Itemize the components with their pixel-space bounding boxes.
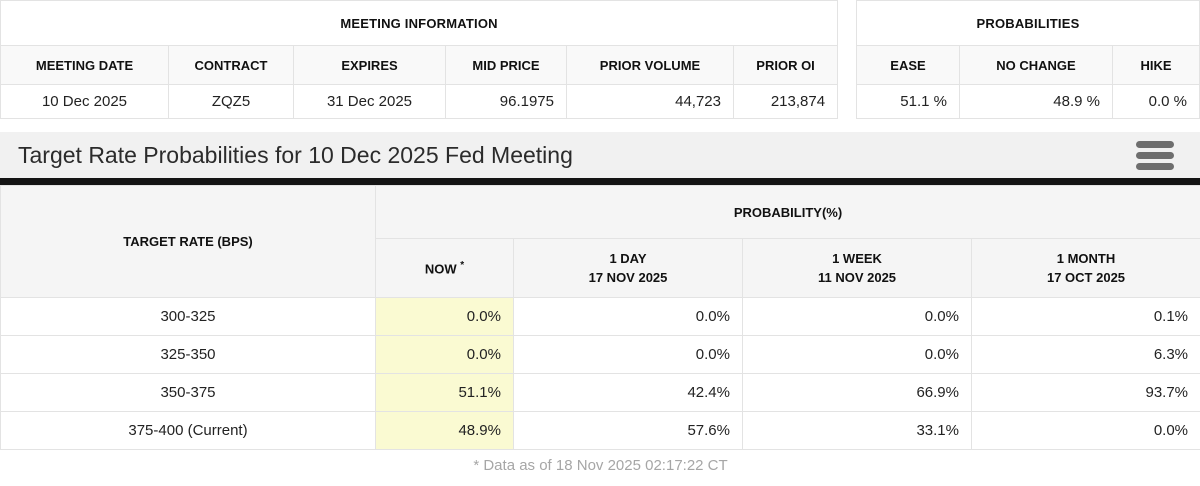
one-week-value: 66.9%: [742, 373, 972, 412]
top-summary-row: MEETING INFORMATION MEETING DATE CONTRAC…: [0, 0, 1200, 120]
one-week-date: 11 NOV 2025: [817, 270, 897, 285]
one-day-value: 0.0%: [513, 297, 743, 336]
now-value: 0.0%: [375, 297, 514, 336]
prior-oi-value: 213,874: [732, 84, 839, 119]
probabilities-row: 51.1 % 48.9 % 0.0 %: [855, 84, 1200, 119]
target-rate-325-350: 325-350: [0, 335, 376, 374]
meeting-information-table: MEETING INFORMATION MEETING DATE CONTRAC…: [0, 0, 839, 119]
col-expires: EXPIRES: [293, 45, 446, 85]
page-title: Target Rate Probabilities for 10 Dec 202…: [18, 141, 573, 168]
now-value: 51.1%: [375, 373, 514, 412]
no-change-value: 48.9 %: [958, 84, 1113, 119]
one-month-date: 17 OCT 2025: [1046, 270, 1126, 285]
target-rate-header: TARGET RATE (BPS): [0, 185, 376, 298]
col-now: NOW *: [375, 238, 514, 298]
now-asterisk: *: [460, 259, 465, 271]
col-mid-price: MID PRICE: [445, 45, 567, 85]
probabilities-title: PROBABILITIES: [855, 0, 1200, 46]
target-rate-300-325: 300-325: [0, 297, 376, 336]
probabilities-summary-table: PROBABILITIES EASE NO CHANGE HIKE 51.1 %…: [855, 0, 1200, 119]
one-month-value: 93.7%: [970, 373, 1200, 412]
one-week-value: 0.0%: [742, 297, 972, 336]
col-1-week: 1 WEEK 11 NOV 2025: [742, 238, 972, 298]
col-prior-volume: PRIOR VOLUME: [566, 45, 734, 85]
now-value: 48.9%: [375, 411, 514, 450]
one-month-value: 6.3%: [970, 335, 1200, 374]
hike-value: 0.0 %: [1111, 84, 1200, 119]
col-no-change: NO CHANGE: [958, 45, 1113, 85]
ease-value: 51.1 %: [855, 84, 960, 119]
one-day-value: 0.0%: [513, 335, 743, 374]
table-row: 325-350 0.0% 0.0% 0.0% 6.3%: [0, 335, 1200, 374]
section-title-bar: Target Rate Probabilities for 10 Dec 202…: [0, 132, 1200, 178]
target-rate-probability-table: TARGET RATE (BPS) PROBABILITY(%) NOW * 1…: [0, 185, 1200, 481]
now-label: NOW: [424, 260, 457, 276]
hamburger-menu-icon: [1136, 140, 1174, 170]
col-hike: HIKE: [1111, 45, 1200, 85]
table-row: 300-325 0.0% 0.0% 0.0% 0.1%: [0, 297, 1200, 336]
now-value: 0.0%: [375, 335, 514, 374]
one-week-label: 1 WEEK: [832, 250, 882, 266]
meeting-info-row: 10 Dec 2025 ZQZ5 31 Dec 2025 96.1975 44,…: [0, 84, 839, 119]
col-ease: EASE: [855, 45, 960, 85]
col-1-day: 1 DAY 17 NOV 2025: [513, 238, 743, 298]
col-meeting-date: MEETING DATE: [0, 45, 169, 85]
mid-price-value: 96.1975: [445, 84, 567, 119]
title-divider: [0, 178, 1200, 185]
prior-volume-value: 44,723: [566, 84, 734, 119]
meeting-information-title: MEETING INFORMATION: [0, 0, 839, 46]
table-row: 375-400 (Current) 48.9% 57.6% 33.1% 0.0%: [0, 411, 1200, 450]
contract-value: ZQZ5: [168, 84, 294, 119]
one-day-date: 17 NOV 2025: [588, 270, 668, 285]
one-day-label: 1 DAY: [609, 250, 647, 266]
one-month-value: 0.1%: [970, 297, 1200, 336]
one-month-value: 0.0%: [970, 411, 1200, 450]
col-contract: CONTRACT: [168, 45, 294, 85]
col-1-month: 1 MONTH 17 OCT 2025: [970, 238, 1200, 298]
one-week-value: 33.1%: [742, 411, 972, 450]
one-day-value: 42.4%: [513, 373, 743, 412]
col-prior-oi: PRIOR OI: [732, 45, 839, 85]
target-rate-350-375: 350-375: [0, 373, 376, 412]
one-week-value: 0.0%: [742, 335, 972, 374]
data-as-of-footnote: * Data as of 18 Nov 2025 02:17:22 CT: [0, 449, 1200, 481]
chart-menu-button[interactable]: [1134, 139, 1176, 172]
probability-span-header: PROBABILITY(%): [374, 185, 1200, 239]
one-month-label: 1 MONTH: [1056, 250, 1116, 266]
meeting-date-value: 10 Dec 2025: [0, 84, 169, 119]
one-day-value: 57.6%: [513, 411, 743, 450]
expires-value: 31 Dec 2025: [293, 84, 446, 119]
table-row: 350-375 51.1% 42.4% 66.9% 93.7%: [0, 373, 1200, 412]
table-gap-spacer: [838, 0, 856, 120]
target-rate-375-400-current: 375-400 (Current): [0, 411, 376, 450]
